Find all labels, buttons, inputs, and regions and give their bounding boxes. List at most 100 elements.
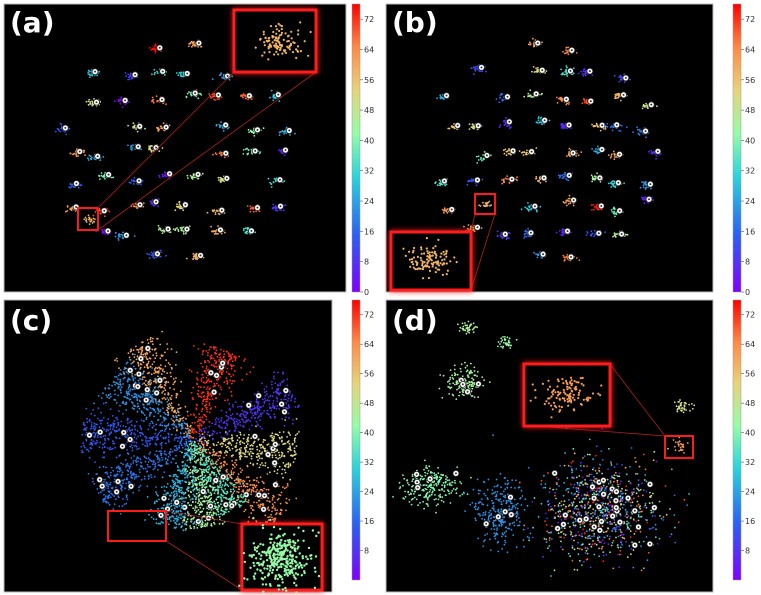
petal-point [246,476,248,479]
petal-point [208,425,211,428]
cluster-point [413,246,416,250]
petal-point [248,452,251,455]
cluster-point [226,127,229,130]
cluster-point [526,149,528,152]
cluster-point [593,178,596,181]
cluster-point [558,176,561,179]
cluster-point [279,150,282,152]
petal-point [196,424,199,427]
petal-point [239,443,242,445]
petal-point [225,414,228,417]
petal-point [147,360,150,363]
cluster-point [596,145,599,148]
petal-point [201,433,204,435]
petal-point [179,390,182,392]
colorbar-tick-label: 40 [745,136,755,145]
cluster-point [563,258,566,261]
cluster-point [613,213,616,215]
petal-point [155,354,158,357]
cluster-point [72,153,74,156]
petal-point [250,416,253,419]
petal-point [274,390,277,393]
petal-point [289,464,292,467]
petal-point [231,477,233,480]
cluster-point [59,130,62,133]
petal-point [234,461,236,464]
cluster-point [158,150,161,153]
cluster-point [278,131,281,134]
cluster-point [618,80,621,83]
cluster-point [446,212,449,214]
petal-point [218,451,221,453]
cluster-point [117,100,120,103]
petal-point [221,445,223,448]
petal-point [270,409,273,412]
petal-point [285,398,287,401]
cluster-point [565,68,567,71]
petal-point [137,364,140,367]
cluster-point [479,205,482,207]
petal-point [267,492,270,495]
petal-point [293,450,296,452]
cluster-point [136,130,139,133]
cluster-point [585,98,588,101]
cluster-point [118,235,121,238]
cluster-point [614,215,616,218]
petal-point [292,419,294,421]
cluster-point [264,36,267,39]
petal-point [164,389,167,392]
petal-point [214,405,217,408]
petal-point [257,438,260,441]
cluster-point [619,99,622,102]
petal-point [156,338,159,340]
cluster-point [421,268,425,271]
cluster-point [289,134,291,136]
colorbar-tick-label: 56 [364,76,374,85]
petal-point [219,352,222,355]
cluster [158,170,173,180]
cluster-point [132,122,135,125]
cluster-point [565,103,568,106]
petal-point [277,497,280,500]
petal-point [202,396,205,398]
petal-point [260,413,263,415]
cluster-point [593,208,595,211]
petal-point [166,409,168,412]
petal-point [279,392,282,395]
petal-point [131,361,134,364]
cluster-point [273,96,276,99]
cluster-point [71,185,73,188]
petal-point [224,399,226,402]
cluster-point [565,46,568,49]
cluster-point [212,210,214,213]
petal-point [251,445,254,447]
petal-point [275,396,278,399]
petal-point [228,358,231,361]
cluster-point [69,152,72,155]
petal-point [205,376,208,379]
colorbar-tick-label: 32 [745,167,755,176]
cluster-point [242,93,245,95]
cluster-point [565,49,567,52]
petal-point [164,393,166,396]
petal-point [236,406,239,408]
petal-point [212,448,215,451]
petal-point [165,359,168,362]
cluster-point [471,126,474,129]
cluster [188,39,203,48]
cluster-point [197,97,200,100]
petal-point [204,361,207,364]
petal-point [283,487,286,490]
petal-point [173,381,176,384]
petal-point [190,413,192,416]
petal-point [128,356,131,359]
petal-point [271,456,274,459]
cluster-point [580,151,583,154]
cluster-point [73,152,76,155]
cluster-point [175,72,178,74]
petal-point [185,417,187,420]
petal-point [276,405,279,407]
colorbar-tick-label: 56 [745,76,755,85]
petal-point [255,480,258,482]
petal-point [247,440,250,443]
